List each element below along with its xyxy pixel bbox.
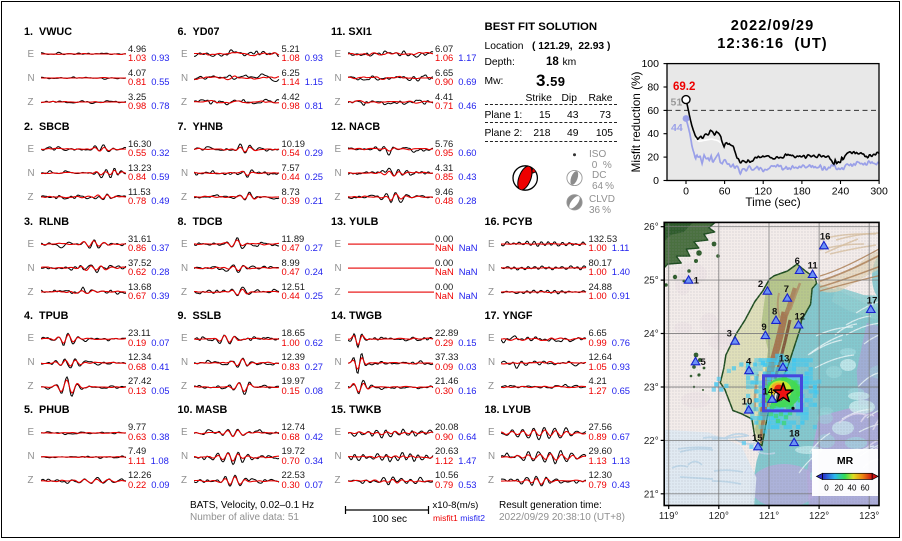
svg-text:25°: 25° [644,276,659,287]
svg-text:14: 14 [763,387,774,398]
svg-text:Time (sec): Time (sec) [745,195,800,209]
svg-text:20: 20 [647,152,659,164]
svg-text:40: 40 [647,128,659,140]
svg-text:11: 11 [808,260,819,271]
svg-text:MR: MR [837,455,854,467]
svg-text:0: 0 [824,484,829,493]
svg-text:180: 180 [793,186,811,198]
svg-text:21°: 21° [644,489,659,500]
svg-text:100: 100 [641,58,659,70]
svg-text:69.2: 69.2 [673,81,695,93]
svg-text:51: 51 [671,97,683,109]
svg-text:4: 4 [746,357,752,368]
svg-text:60: 60 [719,186,731,198]
svg-text:60: 60 [861,484,870,493]
svg-text:2: 2 [758,279,763,290]
svg-text:7: 7 [784,284,789,295]
svg-text:60: 60 [647,105,659,117]
svg-text:18: 18 [789,428,800,439]
svg-text:120°: 120° [709,511,729,520]
svg-text:24°: 24° [644,329,659,340]
svg-text:0: 0 [683,186,689,198]
svg-text:23°: 23° [644,383,659,394]
svg-text:17: 17 [867,295,878,306]
svg-text:5: 5 [701,357,707,368]
svg-text:16: 16 [820,232,831,243]
svg-text:44: 44 [671,122,683,134]
svg-text:22°: 22° [644,436,659,447]
svg-text:8: 8 [772,307,777,318]
svg-text:26°: 26° [644,222,659,233]
svg-text:300: 300 [870,186,888,198]
svg-text:15: 15 [752,433,763,444]
svg-text:6: 6 [795,256,800,267]
svg-text:240: 240 [832,186,850,198]
svg-text:80: 80 [647,82,659,94]
svg-text:0: 0 [653,175,659,187]
svg-text:122°: 122° [809,511,829,520]
svg-text:13: 13 [779,354,790,365]
svg-text:3: 3 [727,329,732,340]
svg-text:119°: 119° [659,511,679,520]
svg-text:40: 40 [848,484,857,493]
svg-text:9: 9 [761,322,766,333]
svg-text:1: 1 [694,276,700,287]
svg-text:10: 10 [742,396,753,407]
svg-text:20: 20 [835,484,844,493]
svg-text:12: 12 [795,311,806,322]
svg-text:121°: 121° [759,511,779,520]
svg-text:123°: 123° [859,511,879,520]
svg-text:120: 120 [754,186,772,198]
